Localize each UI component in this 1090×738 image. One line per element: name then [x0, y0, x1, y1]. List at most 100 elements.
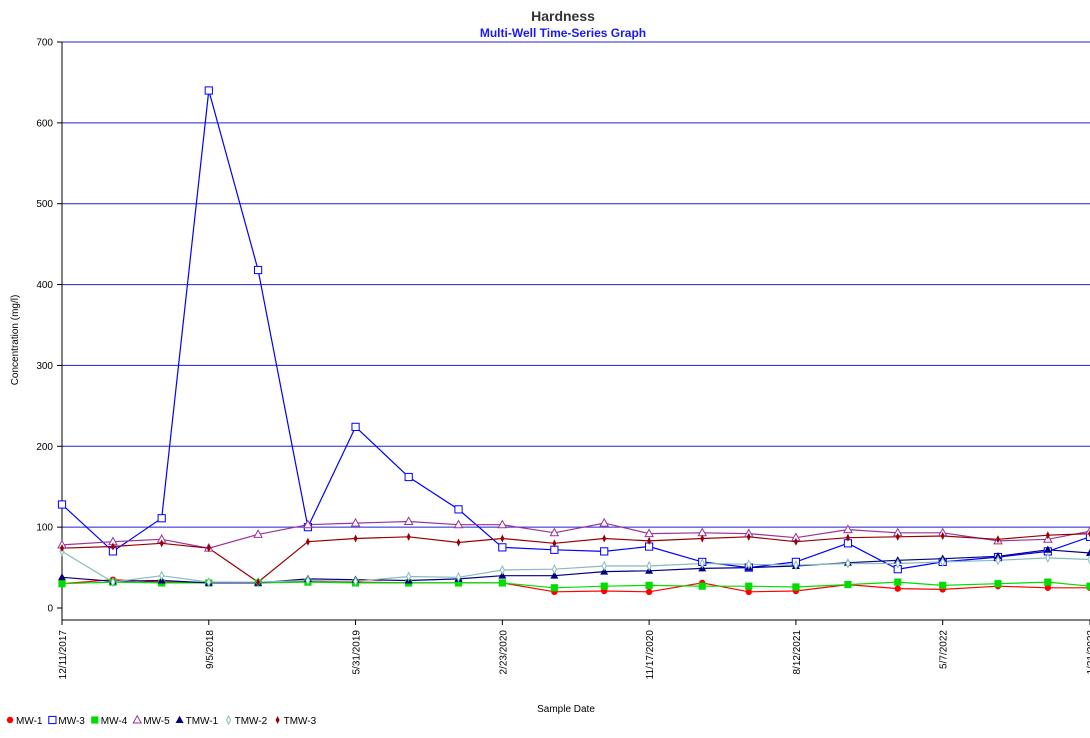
data-point-mw-4	[600, 582, 608, 590]
x-tick-label: 11/17/2020	[645, 630, 656, 680]
data-point-mw-3	[57, 500, 67, 509]
data-point-tmw-3	[895, 532, 900, 541]
data-point-mw-4	[698, 582, 706, 590]
data-point-mw-4	[844, 580, 852, 589]
data-point-tmw-2	[845, 558, 851, 569]
data-point-tmw-3	[845, 533, 850, 542]
data-point-mw-3	[253, 265, 263, 275]
data-point-mw-3	[351, 422, 360, 431]
data-point-mw-1	[894, 585, 901, 592]
legend-label-tmw-1: TMW-1	[186, 716, 219, 727]
data-point-mw-5	[350, 517, 361, 527]
data-point-tmw-2	[206, 577, 212, 588]
data-point-mw-3	[204, 86, 213, 95]
gridlines	[62, 41, 1090, 528]
y-tick-label: 500	[36, 199, 53, 210]
data-point-mw-4	[58, 580, 66, 588]
data-point-tmw-3	[602, 534, 607, 543]
data-point-tmw-1	[58, 573, 66, 581]
data-point-tmw-2	[159, 570, 165, 581]
y-tick-label: 400	[36, 280, 53, 291]
data-point-mw-5	[303, 519, 313, 529]
x-tick-label: 5/7/2022	[939, 630, 950, 669]
data-point-tmw-3	[456, 538, 461, 547]
data-point-tmw-2	[305, 575, 311, 586]
legend-label-tmw-3: TMW-3	[284, 716, 317, 727]
legend-label-mw-1: MW-1	[16, 716, 43, 727]
series-line-tmw-1	[61, 549, 1090, 584]
data-point-mw-3	[157, 514, 166, 523]
data-point-tmw-3	[746, 532, 751, 541]
x-tick-label: 8/12/2021	[792, 630, 803, 675]
x-tick-label: 1/31/2023	[1086, 630, 1090, 675]
legend-marker-mw-3	[48, 715, 57, 725]
legend-label-mw-4: MW-4	[101, 716, 128, 727]
data-point-mw-5	[599, 517, 610, 527]
data-point-mw-4	[498, 579, 506, 587]
data-point-tmw-3	[406, 532, 411, 541]
data-point-tmw-3	[700, 534, 705, 543]
data-point-mw-1	[1044, 584, 1052, 591]
data-point-tmw-3	[353, 534, 358, 543]
axes: 0 100 200 300 400 500 600 700 12/11/2017 9/5/2018…	[36, 38, 1090, 680]
chart-title: Hardness	[531, 8, 595, 24]
y-tick-label: 700	[36, 38, 53, 49]
data-point-tmw-2	[551, 564, 557, 575]
data-point-mw-4	[645, 581, 653, 589]
legend: MW-1 MW-3 MW-4 MW-5 TMW-1 TMW-2 TMW-3	[6, 714, 317, 727]
data-point-tmw-3	[552, 539, 557, 548]
marker-layer	[57, 86, 1090, 596]
data-point-tmw-3	[647, 536, 652, 545]
y-tick-label: 0	[47, 604, 53, 615]
data-point-mw-3	[454, 505, 463, 514]
data-point-tmw-2	[895, 558, 901, 569]
data-point-tmw-3	[60, 544, 64, 553]
x-tick-label: 2/23/2020	[498, 630, 509, 675]
data-point-tmw-2	[995, 555, 1001, 566]
data-point-mw-4	[550, 584, 558, 592]
data-point-tmw-1	[550, 571, 559, 579]
data-point-mw-5	[843, 524, 853, 534]
data-point-tmw-3	[305, 537, 310, 546]
data-point-tmw-2	[406, 571, 412, 582]
data-point-mw-4	[939, 581, 947, 589]
legend-marker-tmw-1	[175, 715, 184, 723]
data-point-tmw-3	[995, 535, 1000, 544]
data-point-mw-4	[454, 579, 463, 587]
chart-subtitle: Multi-Well Time-Series Graph	[480, 26, 646, 40]
y-tick-label: 100	[36, 523, 53, 534]
legend-label-mw-3: MW-3	[58, 716, 85, 727]
data-point-mw-5	[403, 516, 414, 525]
data-point-tmw-3	[159, 539, 164, 548]
data-point-mw-4	[745, 582, 753, 590]
data-point-mw-1	[645, 588, 653, 596]
data-point-mw-1	[745, 588, 752, 596]
data-point-tmw-3	[793, 537, 798, 546]
series-line-tmw-3	[61, 533, 1090, 583]
legend-marker-mw-1	[6, 716, 14, 724]
data-point-tmw-2	[793, 560, 799, 571]
y-tick-label: 200	[36, 442, 53, 453]
legend-label-tmw-2: TMW-2	[235, 716, 268, 727]
data-point-mw-4	[994, 580, 1002, 588]
data-point-tmw-3	[500, 534, 505, 543]
data-point-mw-5	[549, 527, 560, 537]
data-point-mw-5	[453, 519, 464, 529]
data-point-tmw-1	[1086, 548, 1090, 557]
x-tick-label: 9/5/2018	[205, 630, 216, 669]
legend-marker-tmw-3	[275, 716, 280, 724]
data-point-mw-4	[894, 578, 902, 586]
data-point-mw-3	[404, 472, 413, 482]
x-tick-label: 5/31/2019	[352, 630, 363, 675]
data-point-tmw-3	[206, 544, 211, 553]
data-point-mw-5	[644, 528, 654, 538]
data-point-tmw-2	[646, 560, 652, 572]
data-point-mw-4	[1086, 582, 1090, 590]
data-point-mw-5	[253, 529, 263, 538]
data-point-mw-4	[792, 583, 800, 591]
data-point-tmw-3	[110, 542, 115, 551]
data-point-tmw-2	[499, 564, 505, 576]
data-point-tmw-2	[110, 577, 116, 588]
x-axis-label: Sample Date	[537, 704, 595, 715]
